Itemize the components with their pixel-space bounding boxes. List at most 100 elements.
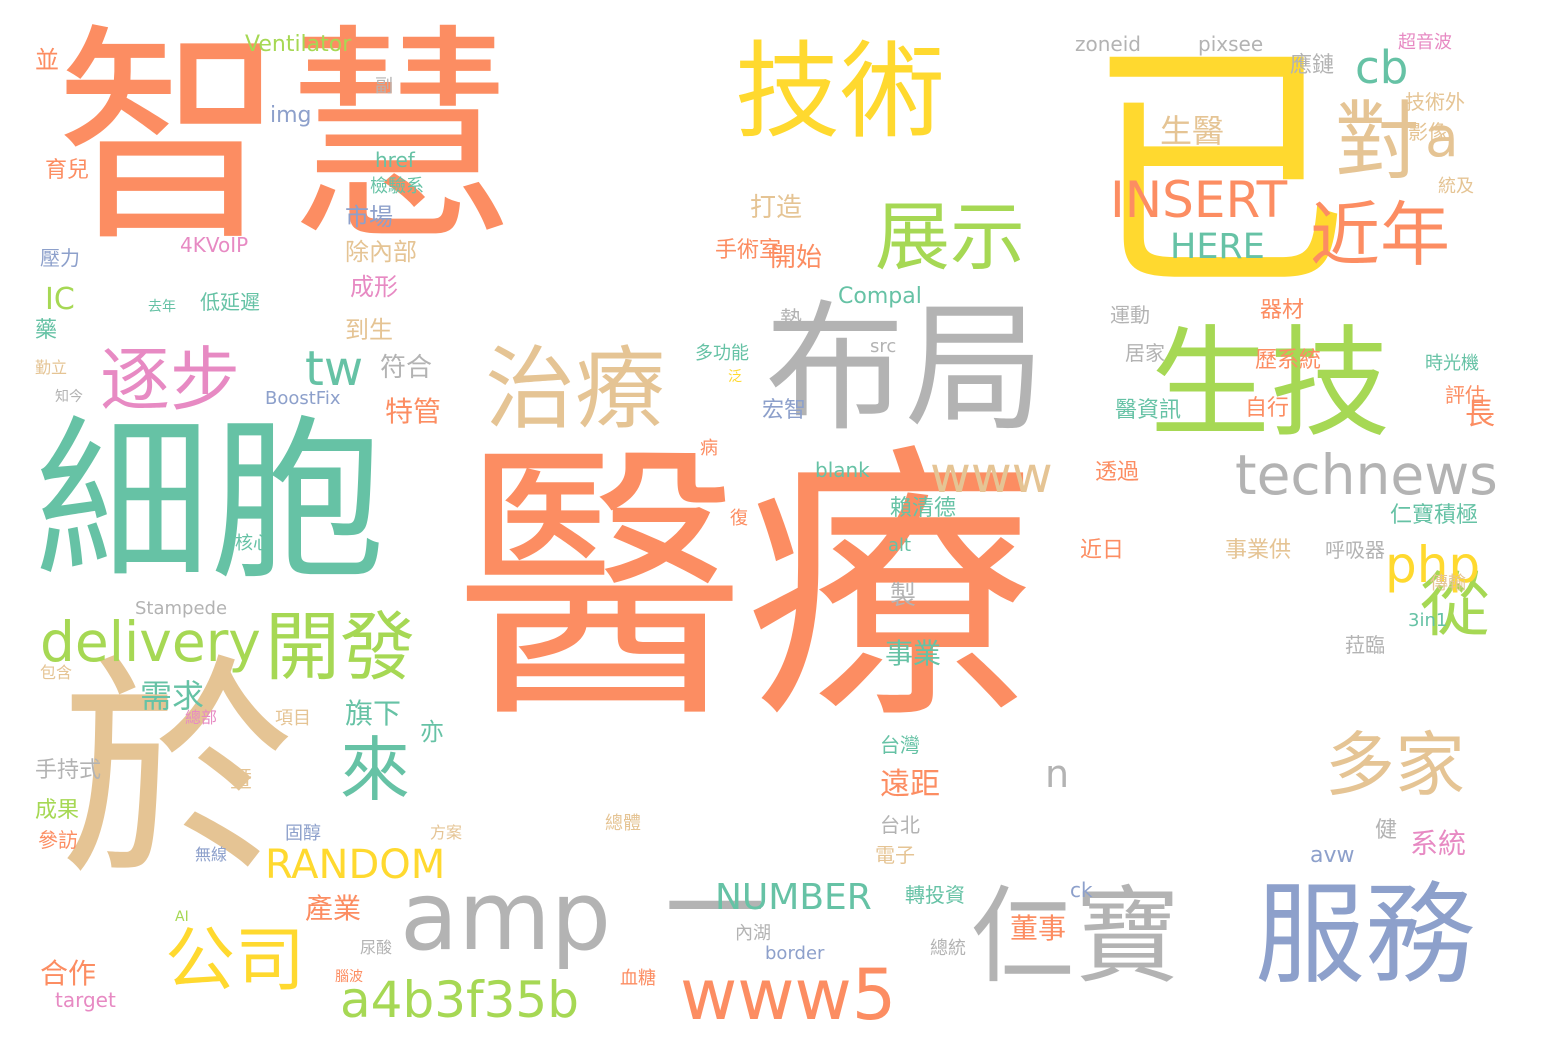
cloud-word: 育兒 (45, 158, 90, 183)
cloud-word: 3in1 (1408, 610, 1448, 631)
cloud-word: AI (175, 909, 189, 925)
cloud-word: 需求 (140, 677, 205, 715)
cloud-word: 總部 (185, 708, 218, 727)
cloud-word: 項目 (275, 708, 311, 729)
cloud-word: 逐步 (100, 339, 240, 421)
cloud-word: 固醇 (285, 823, 321, 844)
cloud-word: 檢驗系 (370, 176, 424, 197)
cloud-word: href (375, 148, 415, 172)
cloud-word: 特管 (385, 395, 442, 428)
cloud-word: 展示 (875, 193, 1026, 281)
cloud-word: 腦波 (335, 969, 363, 985)
cloud-word: 總統 (930, 938, 966, 959)
cloud-word: 事業 (885, 637, 942, 670)
cloud-word: 暨 (230, 768, 253, 793)
cloud-word: ck (1070, 878, 1093, 902)
cloud-word: 藥 (35, 318, 58, 343)
cloud-word: 傳輸 (1430, 573, 1466, 594)
cloud-word: 器材 (1260, 298, 1305, 323)
cloud-word: 布局 (765, 288, 1046, 451)
cloud-word: 從 (1420, 564, 1490, 646)
cloud-word: 應鏈 (1290, 53, 1335, 78)
cloud-word: 開始 (770, 243, 823, 273)
cloud-word: 方案 (430, 823, 463, 842)
cloud-word: 醫資訊 (1115, 398, 1182, 423)
cloud-word: Stampede (135, 598, 228, 619)
cloud-word: alt (888, 535, 912, 556)
cloud-word: 符合 (380, 353, 433, 383)
cloud-word: 合作 (40, 957, 97, 990)
cloud-word: target (55, 988, 116, 1012)
cloud-word: 宏智 (762, 398, 807, 423)
cloud-word: 醫療 (455, 421, 1035, 758)
cloud-word: 到生 (345, 316, 393, 344)
cloud-word: 統及 (1438, 176, 1474, 197)
cloud-word: 菈臨 (1345, 633, 1385, 657)
cloud-word: 透過 (1095, 460, 1140, 485)
cloud-word: 並 (35, 46, 59, 74)
cloud-word: 影像 (1408, 120, 1448, 144)
cloud-word: 生技 (1150, 315, 1390, 454)
cloud-word: 尿酸 (360, 938, 393, 957)
cloud-word: 對 (1335, 93, 1421, 192)
cloud-word: zoneid (1075, 32, 1141, 56)
cloud-word: 去年 (148, 299, 176, 315)
cloud-word: 事業供 (1225, 538, 1292, 563)
cloud-word: INSERT (1110, 171, 1288, 229)
cloud-word: 台北 (880, 813, 920, 837)
cloud-word: 勤立 (35, 358, 68, 377)
cloud-word: 手持式 (35, 758, 102, 783)
cloud-word: technews (1235, 443, 1498, 507)
cloud-word: www (930, 446, 1053, 504)
cloud-word: 知今 (55, 389, 83, 405)
cloud-word: 賴清德 (890, 496, 957, 521)
cloud-word: 手術室 (715, 238, 782, 263)
cloud-word: 長 (1465, 397, 1495, 432)
cloud-word: 參訪 (38, 828, 78, 852)
cloud-word: 系統 (1410, 827, 1467, 860)
cloud-word: 治療 (485, 337, 665, 442)
cloud-word: 呼吸器 (1325, 538, 1385, 562)
cloud-word: php (1385, 536, 1481, 594)
cloud-word: 歷系統 (1255, 348, 1322, 373)
cloud-word: 一 (665, 851, 765, 968)
cloud-word: 復 (730, 508, 748, 529)
cloud-word: 病 (700, 438, 718, 459)
cloud-word: 製 (890, 581, 917, 611)
cloud-word: 遠距 (880, 767, 940, 802)
cloud-word: HERE (1170, 227, 1265, 267)
cloud-word: 自行 (1245, 396, 1290, 421)
cloud-word: NUMBER (715, 877, 872, 918)
cloud-word: img (270, 103, 312, 128)
cloud-word: 多家 (1325, 724, 1465, 806)
cloud-word: 於 (60, 636, 295, 909)
cloud-word: BoostFix (265, 388, 341, 409)
cloud-word: 亦 (420, 718, 444, 746)
cloud-word: Ventilator (245, 32, 352, 57)
cloud-word: pixsee (1198, 32, 1264, 56)
cloud-word: cb (1355, 41, 1409, 94)
cloud-word: 4KVoIP (180, 233, 249, 257)
cloud-word: 服務 (1255, 871, 1475, 999)
cloud-word: 墊 (780, 308, 803, 333)
cloud-word: www5 (680, 954, 897, 1036)
cloud-word: 時光機 (1425, 353, 1479, 374)
cloud-word: 近年 (1310, 194, 1450, 276)
cloud-word: 評估 (1445, 383, 1485, 407)
cloud-word: 低延遲 (200, 290, 260, 314)
cloud-word: tw (305, 341, 364, 397)
cloud-word: 運動 (1110, 303, 1150, 327)
cloud-word: 細胞 (35, 401, 385, 604)
cloud-word: border (765, 943, 825, 964)
cloud-word: 智慧 (55, 6, 516, 273)
cloud-word: 多功能 (695, 343, 749, 364)
cloud-word: 公司 (165, 919, 305, 1001)
cloud-word: 核心 (235, 533, 271, 554)
cloud-word: 成果 (35, 798, 80, 823)
cloud-word: src (870, 336, 897, 357)
cloud-word: Compal (838, 284, 922, 309)
cloud-word: 無線 (195, 845, 228, 864)
cloud-word: 成形 (350, 273, 398, 301)
cloud-word: 內湖 (735, 923, 771, 944)
